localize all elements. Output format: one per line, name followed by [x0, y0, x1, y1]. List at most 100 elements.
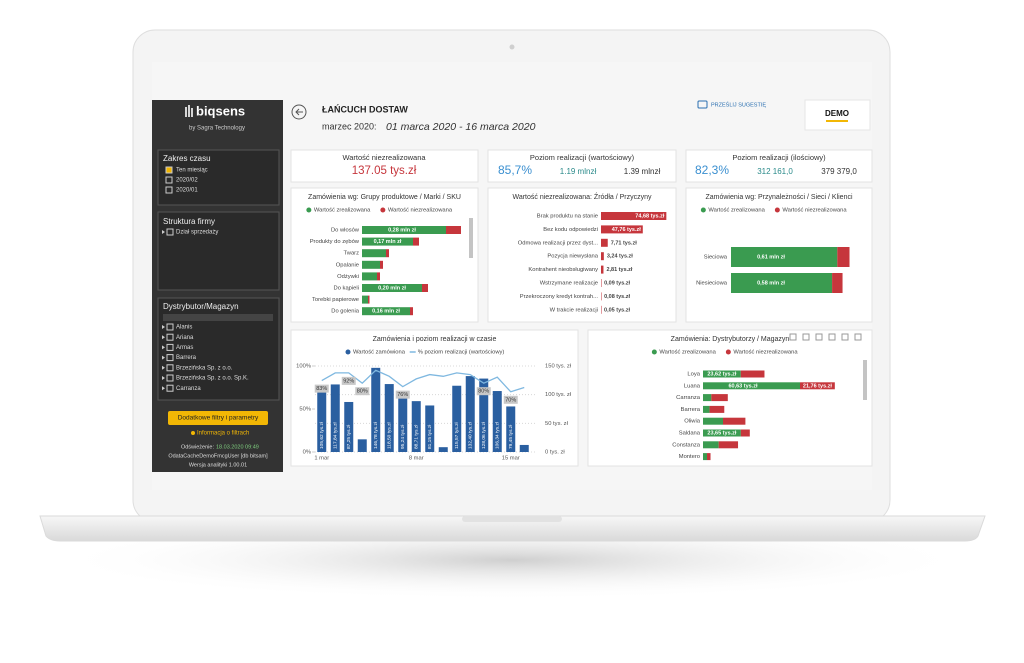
legend-label: Wartość zamówiona: [353, 350, 406, 356]
bar: [519, 444, 529, 452]
legend-label: Wartość zrealizowana: [314, 208, 371, 214]
category-label: Produkty do zębów: [310, 239, 360, 245]
back-button[interactable]: [291, 104, 307, 120]
category-label: Odmowa realizacji przez dyst...: [518, 240, 599, 246]
bar: [707, 453, 711, 461]
checkbox: [166, 333, 174, 341]
expand-arrow: [162, 325, 165, 329]
toolbar-icon: [828, 333, 836, 341]
x-tick-label: 15 mar: [502, 456, 520, 462]
checkbox: [166, 384, 174, 392]
bar: [703, 394, 712, 402]
category-label: Carranza: [676, 395, 701, 401]
legend-label: Wartość zrealizowana: [659, 350, 716, 356]
bar: [703, 382, 801, 390]
notch: [462, 516, 562, 522]
label-bg: [476, 387, 491, 396]
toolbar-icon: [815, 333, 823, 341]
bar: [601, 292, 602, 301]
category-label: Bez kodu odpowiedzi: [543, 227, 598, 233]
category-label: Opalanie: [336, 262, 359, 268]
scrollbar: [863, 360, 867, 400]
filter-option: Ten miesiąc: [176, 168, 208, 174]
bar: [362, 249, 386, 258]
kpi-percent: 82,3%: [695, 163, 729, 177]
laptop-base: [39, 515, 986, 542]
category-label: Barrera: [681, 407, 701, 413]
chart-title: Zamówienia: Dystrybutorzy / Magazyn: [671, 336, 790, 343]
value-label: 0,05 tys.zł: [604, 307, 630, 313]
suggest-link[interactable]: PRZEŚLIJ SUGESTIĘ: [711, 100, 766, 108]
label-bg: [395, 390, 410, 399]
category-label: Brak produktu na stanie: [537, 214, 598, 220]
line-value-label: 70%: [505, 397, 516, 403]
bar: [368, 295, 370, 304]
bar: [362, 307, 410, 316]
panel: [487, 149, 677, 183]
bar: [362, 284, 422, 292]
value-label: 0,20 mln zł: [378, 285, 406, 291]
chart-title: Zamówienia wg: Grupy produktowe / Marki …: [308, 194, 461, 201]
kpi-realized: 312 161,0: [757, 167, 793, 176]
value-label: 0,61 mln zł: [757, 254, 785, 260]
value-label: 23,65 tys.zł: [707, 430, 737, 436]
category-label: Do golenia: [331, 309, 359, 315]
bar-value-label: 95,24 tys.zł: [400, 424, 406, 449]
bar: [384, 384, 394, 452]
toolbar-icon: [802, 333, 810, 341]
legend-dot: [651, 349, 657, 355]
bar: [422, 284, 428, 292]
value-label: 47,76 tys.zł: [612, 227, 642, 233]
bar: [410, 307, 413, 316]
category-label: Twarz: [344, 251, 360, 257]
category-label: Constanza: [672, 442, 700, 448]
bar: [377, 272, 380, 281]
label-bg: [355, 387, 370, 396]
kpi-realized: 1.19 mlnzł: [560, 167, 597, 176]
bar: [317, 391, 327, 452]
filter-option: 2020/02: [176, 178, 198, 184]
category-label: Kontrahent nieobsługiwany: [528, 267, 598, 273]
value-label: 60,63 tys.zł: [728, 383, 758, 389]
y-tick-label: 100%: [296, 364, 311, 370]
line-value-label: 76%: [397, 392, 408, 398]
value-label: 0,09 tys.zł: [604, 280, 630, 286]
panel: [685, 149, 873, 183]
value-label: 74,68 tys.zł: [635, 213, 665, 219]
bar: [711, 394, 728, 402]
bar-value-label: 79,45 tys.zł: [508, 424, 514, 449]
bar: [731, 247, 838, 267]
toolbar-icon: [789, 333, 797, 341]
filter-option: Carranza: [176, 386, 201, 392]
bar: [362, 260, 380, 269]
legend-dot: [380, 207, 386, 213]
label-bg: [503, 395, 518, 404]
page-title: ŁAŃCUCH DOSTAW: [322, 104, 408, 114]
bar: [740, 370, 765, 378]
kpi-value: 137.05 tys.zł: [352, 165, 417, 177]
bar: [492, 391, 502, 452]
filter-option: 2020/01: [176, 188, 198, 194]
bar: [344, 401, 354, 452]
line-value-label: 80%: [357, 389, 368, 395]
legend-label: Wartość niezrealizowana: [388, 208, 453, 214]
bar: [703, 417, 723, 425]
checkbox: [165, 166, 173, 174]
bar: [601, 225, 643, 234]
line-value-label: 92%: [343, 378, 354, 384]
value-label: 2,81 tys.zł: [606, 267, 632, 273]
bar: [723, 417, 746, 425]
period: 01 marca 2020 - 16 marca 2020: [386, 121, 536, 133]
category-label: Wstrzymane realizacje: [540, 281, 598, 287]
filters-button[interactable]: [168, 411, 268, 425]
bar: [832, 273, 843, 293]
toolbar-icon: [841, 333, 849, 341]
bar: [601, 279, 602, 287]
y2-tick-label: 100 tys. zł: [545, 392, 572, 398]
version: Wersja analityki 1.00.01: [189, 462, 247, 468]
refresh-date: 18.03.2020 09:49: [216, 444, 259, 450]
line-value-label: 80%: [478, 389, 489, 395]
filter-option: Barrera: [176, 355, 197, 361]
category-label: Loya: [687, 372, 700, 378]
